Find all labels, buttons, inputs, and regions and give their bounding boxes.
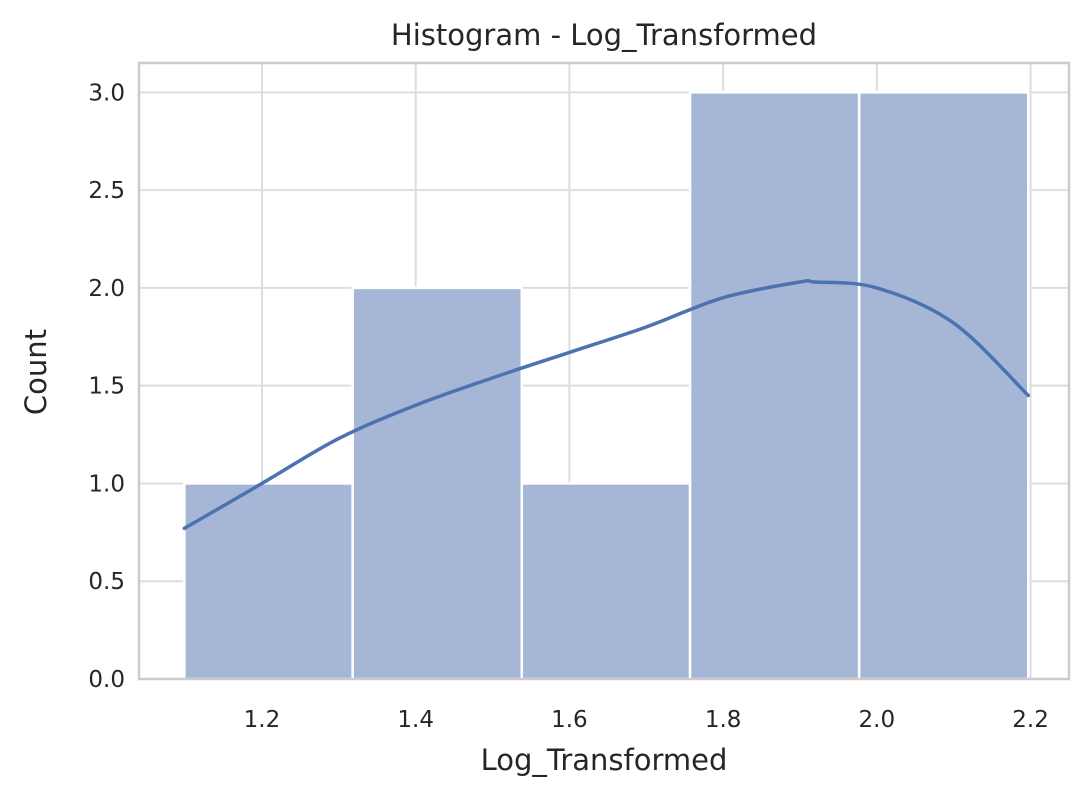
x-tick-label: 1.6 xyxy=(551,707,588,733)
kde-curve-group xyxy=(182,278,1031,531)
y-tick-label: 1.5 xyxy=(88,374,125,400)
x-tick-label: 1.4 xyxy=(397,707,434,733)
plot-frame xyxy=(137,61,1071,681)
histogram-bars xyxy=(183,91,1030,681)
y-tick-labels: 0.0 0.5 1.0 1.5 2.0 2.5 3.0 xyxy=(88,80,125,693)
y-tick-label: 0.0 xyxy=(88,667,125,693)
x-axis-label: Log_Transformed xyxy=(481,743,728,777)
chart-title: Histogram - Log_Transformed xyxy=(391,18,817,52)
y-tick-label: 1.0 xyxy=(88,471,125,497)
histogram-bar xyxy=(688,91,861,681)
histogram-bar xyxy=(857,91,1030,681)
histogram-bar xyxy=(183,482,354,681)
x-tick-labels: 1.2 1.4 1.6 1.8 2.0 2.2 xyxy=(244,707,1049,733)
x-tick-label: 2.0 xyxy=(859,707,896,733)
y-tick-label: 2.5 xyxy=(88,178,125,204)
histogram-bar xyxy=(351,286,524,681)
histogram-bar xyxy=(520,482,692,681)
x-tick-label: 2.2 xyxy=(1012,707,1049,733)
y-tick-label: 0.5 xyxy=(88,569,125,595)
y-tick-label: 3.0 xyxy=(88,80,125,106)
x-tick-label: 1.2 xyxy=(244,707,281,733)
y-axis-label: Count xyxy=(19,329,53,415)
kde-line xyxy=(182,278,1031,531)
x-tick-label: 1.8 xyxy=(705,707,742,733)
y-tick-label: 2.0 xyxy=(88,276,125,302)
